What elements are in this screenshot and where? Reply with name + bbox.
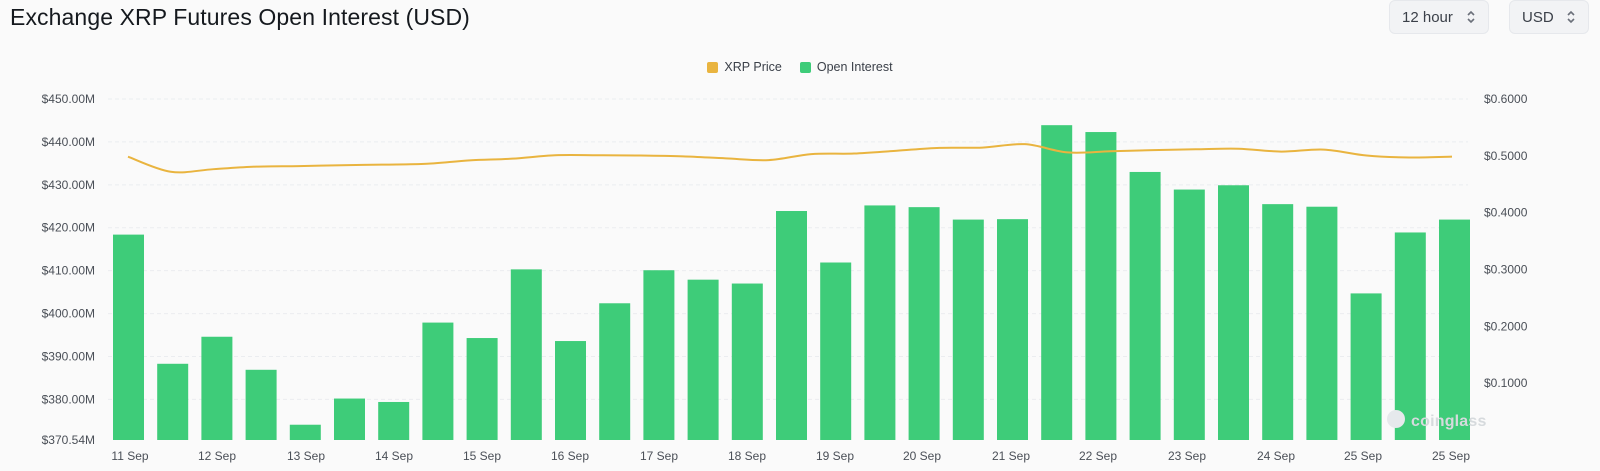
x-tick-label: 23 Sep: [1168, 449, 1206, 463]
open-interest-bar[interactable]: [908, 207, 940, 440]
open-interest-bar[interactable]: [555, 341, 586, 440]
open-interest-bar[interactable]: [1439, 219, 1470, 440]
y-right-tick-label: $0.1000: [1484, 376, 1528, 390]
open-interest-bar[interactable]: [776, 211, 807, 440]
x-tick-label: 20 Sep: [903, 449, 941, 463]
open-interest-bar[interactable]: [687, 279, 719, 440]
open-interest-bar[interactable]: [731, 283, 763, 440]
x-tick-label: 24 Sep: [1257, 449, 1295, 463]
legend-swatch-price: [707, 61, 719, 73]
watermark-text: coinglass: [1411, 412, 1487, 430]
legend-item-xrp-price[interactable]: XRP Price: [707, 60, 782, 74]
open-interest-bar[interactable]: [1041, 125, 1073, 440]
y-left-tick-label: $370.54M: [42, 433, 95, 447]
watermark: coinglass: [1385, 408, 1487, 435]
legend-label-price: XRP Price: [724, 60, 782, 74]
legend-label-open-interest: Open Interest: [816, 60, 893, 74]
y-left-tick-label: $420.00M: [42, 221, 95, 235]
open-interest-bar[interactable]: [1394, 232, 1426, 440]
open-interest-bar[interactable]: [422, 322, 454, 440]
watermark-logo-icon: [1385, 408, 1407, 435]
interval-select-value: 12 hour: [1402, 8, 1453, 26]
x-tick-label: 22 Sep: [1079, 449, 1117, 463]
x-tick-label: 18 Sep: [728, 449, 766, 463]
x-tick-label: 17 Sep: [640, 449, 678, 463]
y-right-tick-label: $0.4000: [1484, 206, 1528, 220]
open-interest-bar[interactable]: [289, 424, 321, 440]
x-tick-label: 25 Sep: [1344, 449, 1382, 463]
open-interest-bar[interactable]: [1306, 206, 1338, 440]
open-interest-bar[interactable]: [113, 234, 144, 440]
open-interest-bar[interactable]: [997, 219, 1028, 440]
y-left-tick-label: $440.00M: [42, 135, 95, 149]
page-title: Exchange XRP Futures Open Interest (USD): [10, 4, 470, 30]
open-interest-bar[interactable]: [245, 369, 277, 440]
open-interest-bar[interactable]: [820, 262, 852, 440]
y-right-tick-label: $0.2000: [1484, 319, 1528, 333]
x-tick-label: 13 Sep: [287, 449, 325, 463]
x-tick-label: 14 Sep: [375, 449, 413, 463]
y-left-tick-label: $410.00M: [42, 264, 95, 278]
open-interest-bar[interactable]: [643, 270, 675, 440]
open-interest-bar[interactable]: [510, 269, 542, 440]
interval-select[interactable]: 12 hour: [1389, 0, 1489, 34]
y-left-tick-label: $430.00M: [42, 178, 95, 192]
y-right-tick-label: $0.3000: [1484, 263, 1528, 277]
x-tick-label: 15 Sep: [463, 449, 501, 463]
x-tick-label: 25 Sep: [1432, 449, 1470, 463]
bars-layer: [113, 125, 1470, 440]
open-interest-bar[interactable]: [864, 205, 896, 440]
open-interest-bar[interactable]: [157, 363, 189, 440]
x-tick-label: 11 Sep: [111, 449, 148, 463]
y-left-tick-label: $390.00M: [42, 349, 95, 363]
legend-item-open-interest[interactable]: Open Interest: [799, 60, 893, 74]
open-interest-bar[interactable]: [1350, 293, 1382, 440]
open-interest-bar[interactable]: [1173, 189, 1205, 440]
open-interest-bar[interactable]: [599, 303, 631, 440]
legend-swatch-open-interest: [799, 61, 811, 73]
open-interest-bar[interactable]: [1218, 185, 1249, 440]
y-right-tick-label: $0.6000: [1484, 92, 1528, 106]
xrp-price-line[interactable]: [127, 143, 1453, 174]
chart-legend: XRP Price Open Interest: [0, 60, 1600, 74]
axis-layer: $450.00M $440.00M $430.00M $420.00M $410.00M…: [42, 92, 1528, 463]
y-right-tick-label: $0.5000: [1484, 149, 1528, 163]
open-interest-bar[interactable]: [378, 401, 410, 440]
x-tick-label: 19 Sep: [816, 449, 854, 463]
open-interest-bar[interactable]: [201, 336, 233, 440]
currency-select[interactable]: USD: [1509, 0, 1589, 34]
open-interest-bar[interactable]: [1262, 204, 1294, 440]
chevron-updown-icon: [1466, 9, 1476, 25]
open-interest-bar[interactable]: [1085, 132, 1117, 440]
line-layer: [127, 143, 1453, 174]
y-left-tick-label: $400.00M: [42, 307, 95, 321]
y-left-tick-label: $450.00M: [42, 92, 95, 106]
y-left-tick-label: $380.00M: [42, 392, 95, 406]
open-interest-bar[interactable]: [334, 398, 365, 440]
x-tick-label: 12 Sep: [198, 449, 236, 463]
open-interest-bar[interactable]: [952, 219, 984, 440]
x-tick-label: 21 Sep: [992, 449, 1030, 463]
open-interest-bar[interactable]: [1129, 171, 1161, 440]
currency-select-value: USD: [1522, 8, 1554, 26]
chevron-updown-icon: [1566, 9, 1576, 25]
open-interest-bar[interactable]: [466, 338, 498, 440]
x-tick-label: 16 Sep: [551, 449, 589, 463]
